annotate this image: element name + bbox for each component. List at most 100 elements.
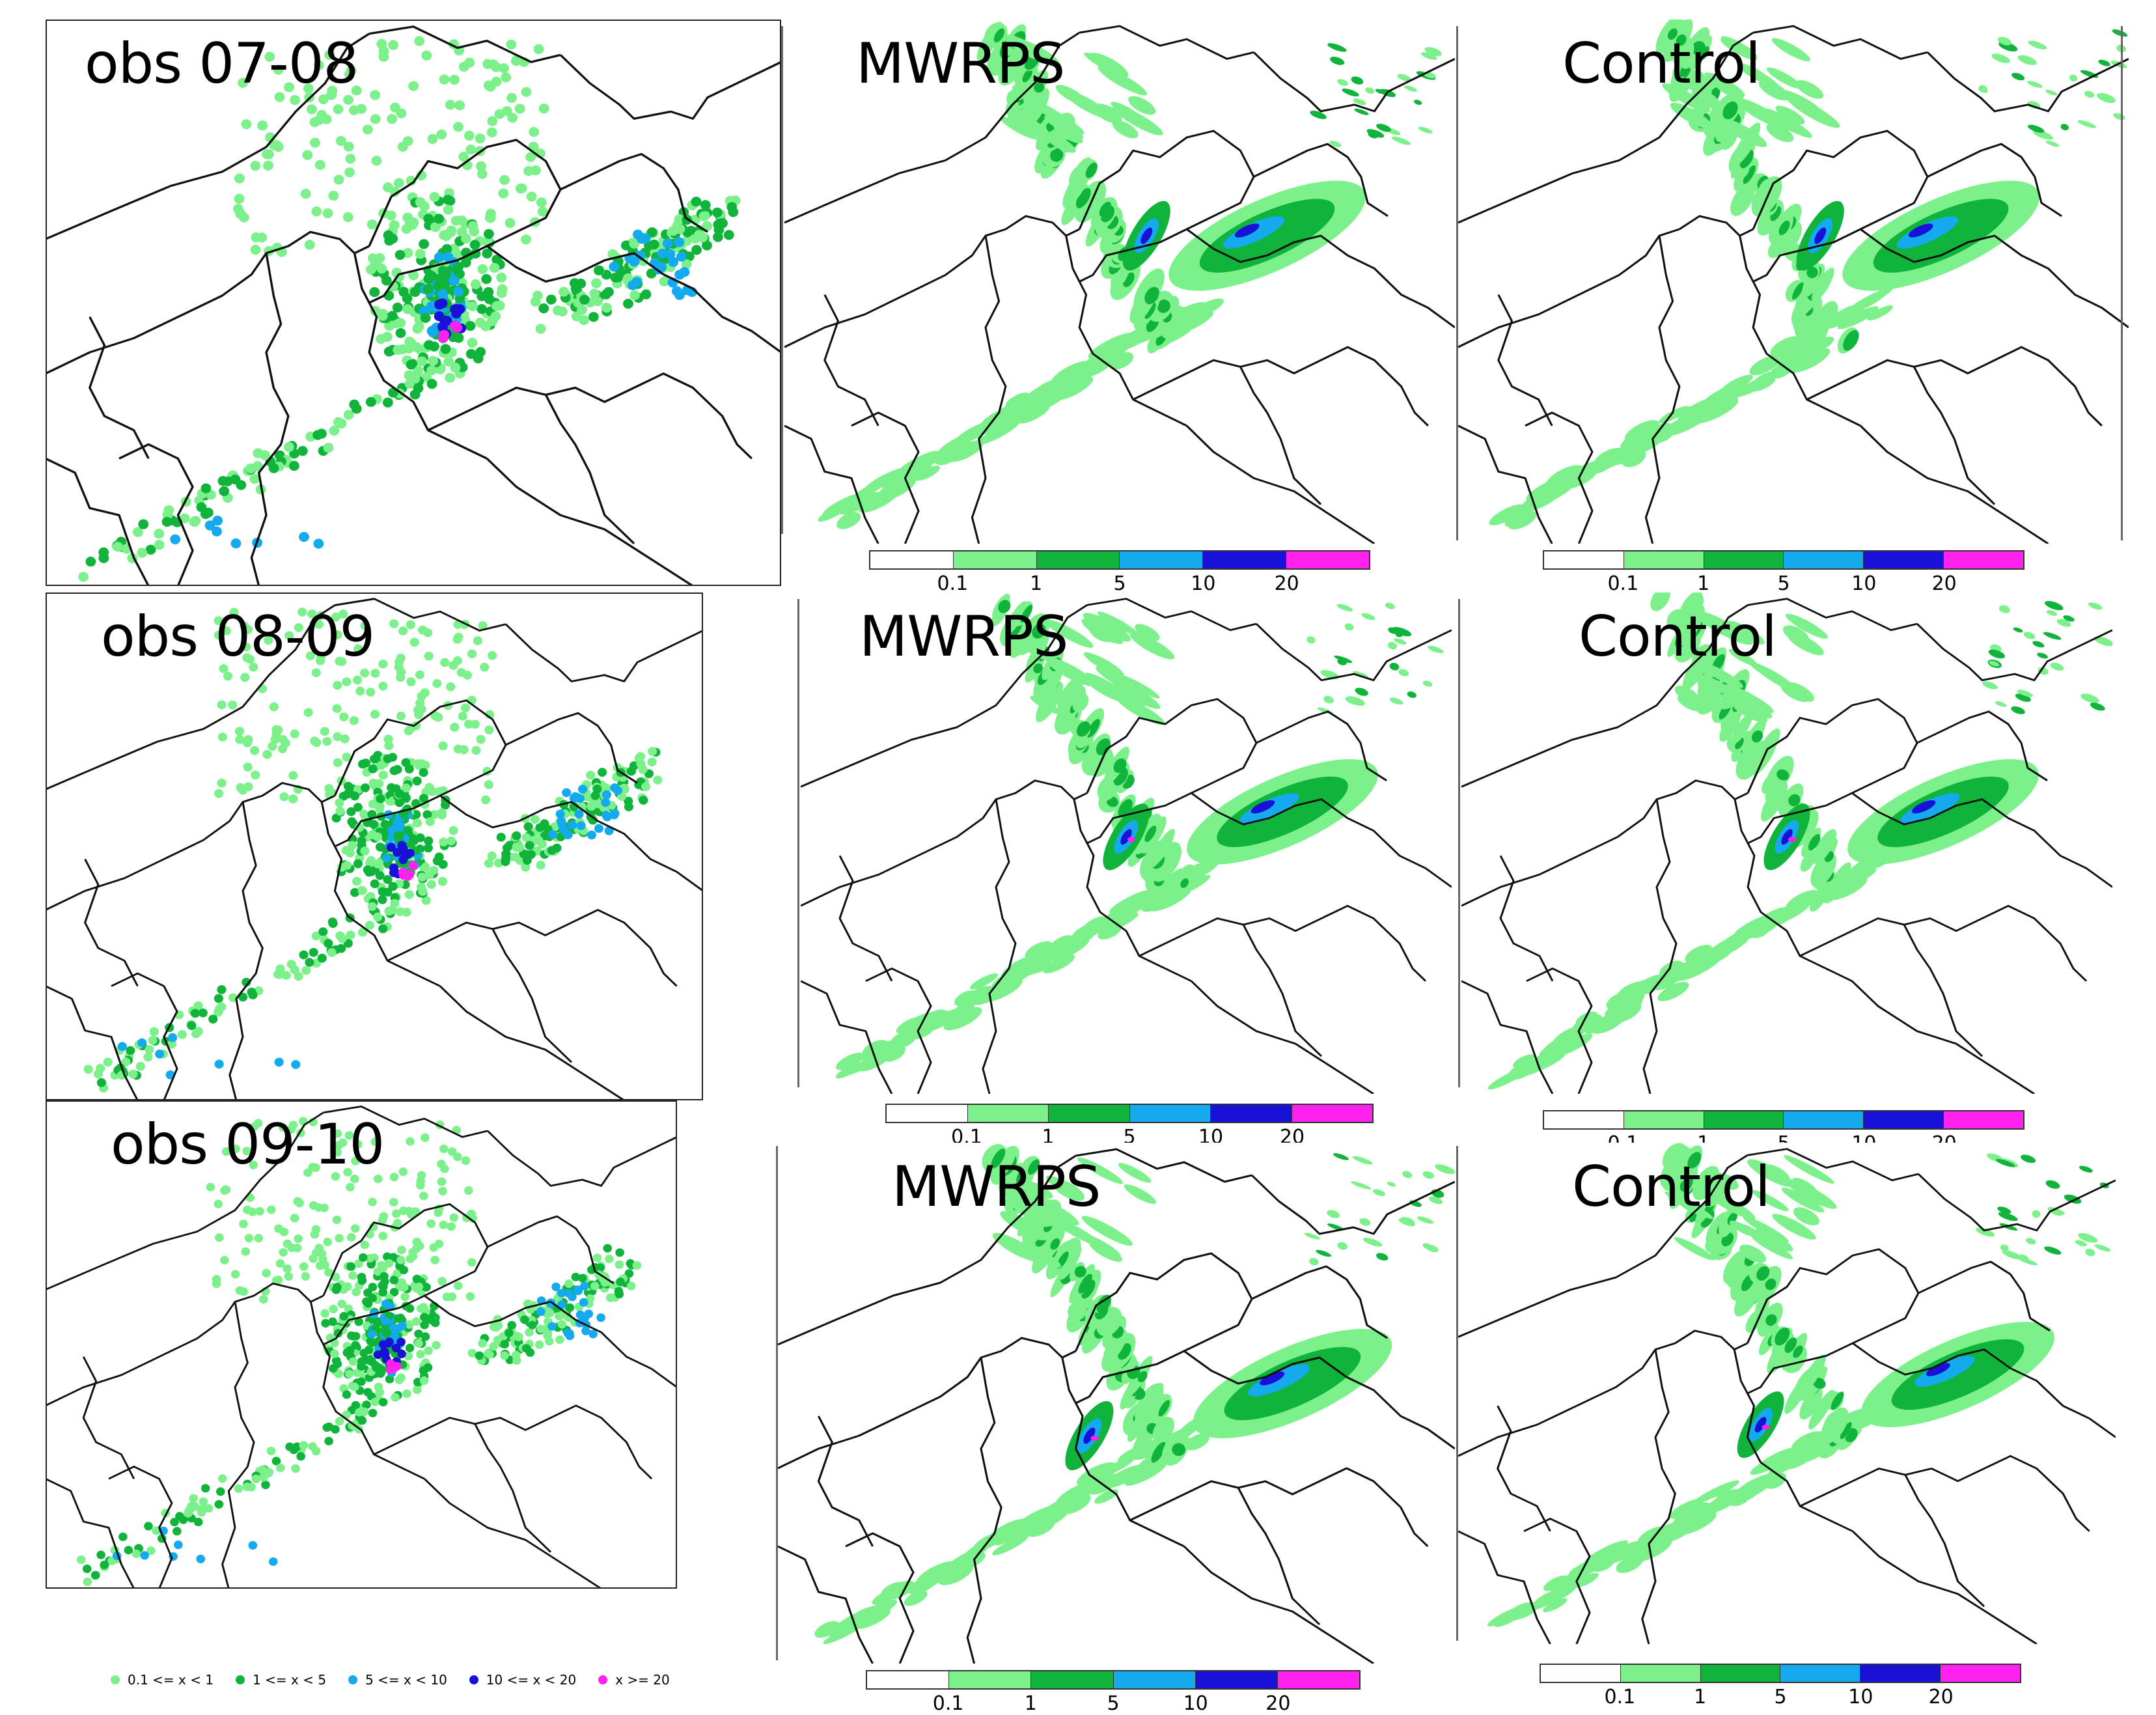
boundary-line [1256, 710, 1387, 781]
station-dot [438, 859, 448, 869]
station-dot [638, 765, 648, 774]
station-dot [251, 232, 262, 243]
rain-cluster-heavy [1914, 1356, 1975, 1387]
station-dot [187, 1501, 196, 1511]
station-dot [406, 839, 416, 848]
map-panel-obs-07-08: obs 07-08 [46, 20, 781, 586]
station-dot [405, 848, 415, 858]
rain-cell-moderate [1813, 1378, 1826, 1389]
station-dot [184, 1509, 193, 1518]
station-dot [414, 36, 425, 46]
province-boundaries [801, 598, 1452, 1094]
station-dot [343, 94, 353, 105]
station-dot [383, 754, 393, 764]
station-dot [291, 1060, 301, 1069]
rain-cell [2045, 89, 2058, 96]
station-dot [521, 234, 531, 245]
station-dot [376, 38, 387, 49]
station-dot [377, 1261, 387, 1270]
station-dot [439, 1220, 449, 1229]
station-dot [279, 1123, 288, 1132]
station-dot [96, 1550, 105, 1559]
station-dot [98, 547, 109, 557]
station-dot [303, 708, 313, 718]
station-dot [345, 154, 356, 164]
station-dot [481, 274, 492, 285]
station-dot [545, 1308, 555, 1318]
station-dot [449, 826, 458, 835]
station-dot [592, 1253, 602, 1262]
boundary-line [1252, 51, 1455, 113]
station-dot [504, 217, 516, 229]
station-dot [529, 127, 540, 137]
station-dot [294, 971, 303, 981]
station-dot [387, 783, 396, 792]
station-dot [314, 1244, 324, 1253]
station-dot [396, 673, 406, 682]
station-dot [443, 252, 454, 262]
station-dot [124, 1546, 133, 1555]
rain-cell [1309, 1258, 1319, 1266]
rain-cell-moderate [998, 600, 1011, 613]
station-dot [126, 1046, 135, 1055]
rain-band-cell [1752, 1190, 1789, 1212]
station-dot [380, 820, 390, 829]
rain-cell-moderate [1667, 28, 1678, 40]
station-dot [378, 51, 389, 62]
legend-dot-icon [598, 1675, 608, 1684]
station-dot [383, 734, 393, 744]
station-dot [261, 1480, 270, 1490]
station-dot [365, 1253, 375, 1263]
rain-band-cell [1787, 632, 1824, 656]
station-dot [525, 1328, 534, 1337]
colorbar-swatch [1620, 1665, 1701, 1682]
station-dot [387, 281, 398, 292]
boundary-line [1499, 855, 1554, 982]
rain-cell-moderate [1113, 758, 1127, 774]
station-dot [389, 220, 400, 230]
boundary-line [46, 985, 139, 1100]
station-dot [487, 851, 497, 861]
colorbar-swatch [1286, 551, 1369, 568]
rain-band-cell [1184, 1433, 1209, 1451]
station-dot [601, 798, 611, 807]
station-dot [473, 636, 482, 645]
rain-band-cell [1758, 669, 1805, 696]
station-dot [279, 1248, 288, 1257]
rain-cell-moderate [1765, 1278, 1776, 1290]
legend-label: 10 <= x < 20 [486, 1672, 577, 1688]
rain-band-cell [1088, 624, 1114, 643]
station-dot [394, 249, 406, 260]
rain-band-cell [1109, 352, 1134, 370]
station-dot [214, 1199, 223, 1208]
station-dot [350, 791, 360, 801]
station-dot [271, 1276, 281, 1285]
rain-cell-moderate [1765, 1314, 1777, 1326]
station-dot [200, 483, 212, 494]
rain-cell [1998, 1212, 2018, 1221]
panel-title: obs 08-09 [101, 604, 375, 669]
station-dot [427, 133, 438, 145]
station-dot [189, 516, 200, 527]
station-dot [230, 538, 242, 549]
station-dot [363, 865, 372, 874]
station-dot [404, 890, 414, 899]
rain-cell-moderate [1691, 41, 1706, 55]
station-dot [382, 1329, 391, 1338]
station-dot [368, 1283, 378, 1292]
station-dot [331, 1172, 340, 1181]
rain-cell [1988, 649, 2006, 659]
station-dot [360, 621, 370, 630]
station-dot [76, 1555, 86, 1565]
station-dot [386, 843, 396, 852]
colorbar-swatch [1277, 1671, 1360, 1688]
station-dot [463, 130, 475, 141]
boundary-line [1458, 425, 1553, 544]
station-dot [352, 1287, 361, 1296]
boundary-line [320, 802, 441, 987]
precip-map [46, 25, 781, 586]
rain-band-cell [1045, 1175, 1077, 1195]
station-dot [283, 441, 294, 453]
boundary-line [982, 799, 1017, 1094]
station-dot [299, 950, 309, 960]
